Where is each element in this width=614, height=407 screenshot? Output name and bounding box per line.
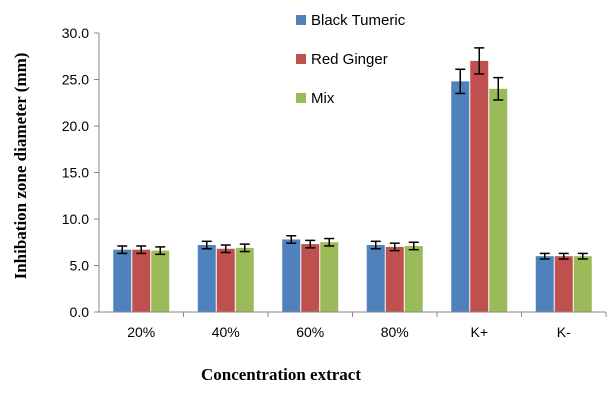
x-tick-label: K+ bbox=[470, 324, 488, 340]
y-axis-ticks: 0.0 5.0 10.0 15.0 20.0 25.0 30.0 bbox=[62, 25, 99, 320]
x-axis-title: Concentration extract bbox=[201, 365, 361, 384]
bar bbox=[573, 256, 592, 312]
legend-swatch bbox=[296, 54, 306, 64]
legend: Black Tumeric Red Ginger Mix bbox=[296, 12, 406, 107]
bar bbox=[470, 60, 489, 313]
y-tick-label: 5.0 bbox=[70, 258, 90, 274]
bar bbox=[554, 256, 573, 312]
bar bbox=[282, 239, 301, 312]
y-tick-label: 10.0 bbox=[62, 211, 89, 227]
x-tick-label: K- bbox=[557, 324, 571, 340]
bar bbox=[451, 81, 470, 312]
bars bbox=[113, 47, 592, 313]
bar bbox=[132, 249, 151, 312]
bar bbox=[385, 246, 404, 312]
y-axis-title: Inhibation zone diameter (mm) bbox=[11, 53, 30, 280]
bar bbox=[489, 88, 508, 312]
legend-label: Mix bbox=[311, 90, 335, 107]
legend-label: Black Tumeric bbox=[311, 12, 406, 29]
y-tick-label: 20.0 bbox=[62, 118, 89, 134]
x-axis-ticks: 20% 40% 60% 80% K+ K- bbox=[127, 312, 607, 340]
x-tick-label: 20% bbox=[127, 324, 155, 340]
bar bbox=[404, 245, 423, 312]
bar bbox=[113, 249, 132, 312]
legend-swatch bbox=[296, 15, 306, 25]
bar bbox=[151, 250, 170, 312]
x-tick-label: 80% bbox=[381, 324, 409, 340]
bar bbox=[197, 245, 216, 312]
legend-label: Red Ginger bbox=[311, 51, 388, 68]
bar bbox=[235, 247, 254, 312]
y-tick-label: 30.0 bbox=[62, 25, 89, 41]
bar bbox=[535, 256, 554, 312]
bar bbox=[320, 242, 339, 312]
legend-swatch bbox=[296, 93, 306, 103]
y-tick-label: 15.0 bbox=[62, 165, 89, 181]
y-tick-label: 0.0 bbox=[70, 304, 90, 320]
x-tick-label: 40% bbox=[212, 324, 240, 340]
bar bbox=[301, 244, 320, 312]
x-tick-label: 60% bbox=[296, 324, 324, 340]
bar bbox=[216, 248, 235, 312]
y-tick-label: 25.0 bbox=[62, 72, 89, 88]
bar bbox=[366, 245, 385, 312]
